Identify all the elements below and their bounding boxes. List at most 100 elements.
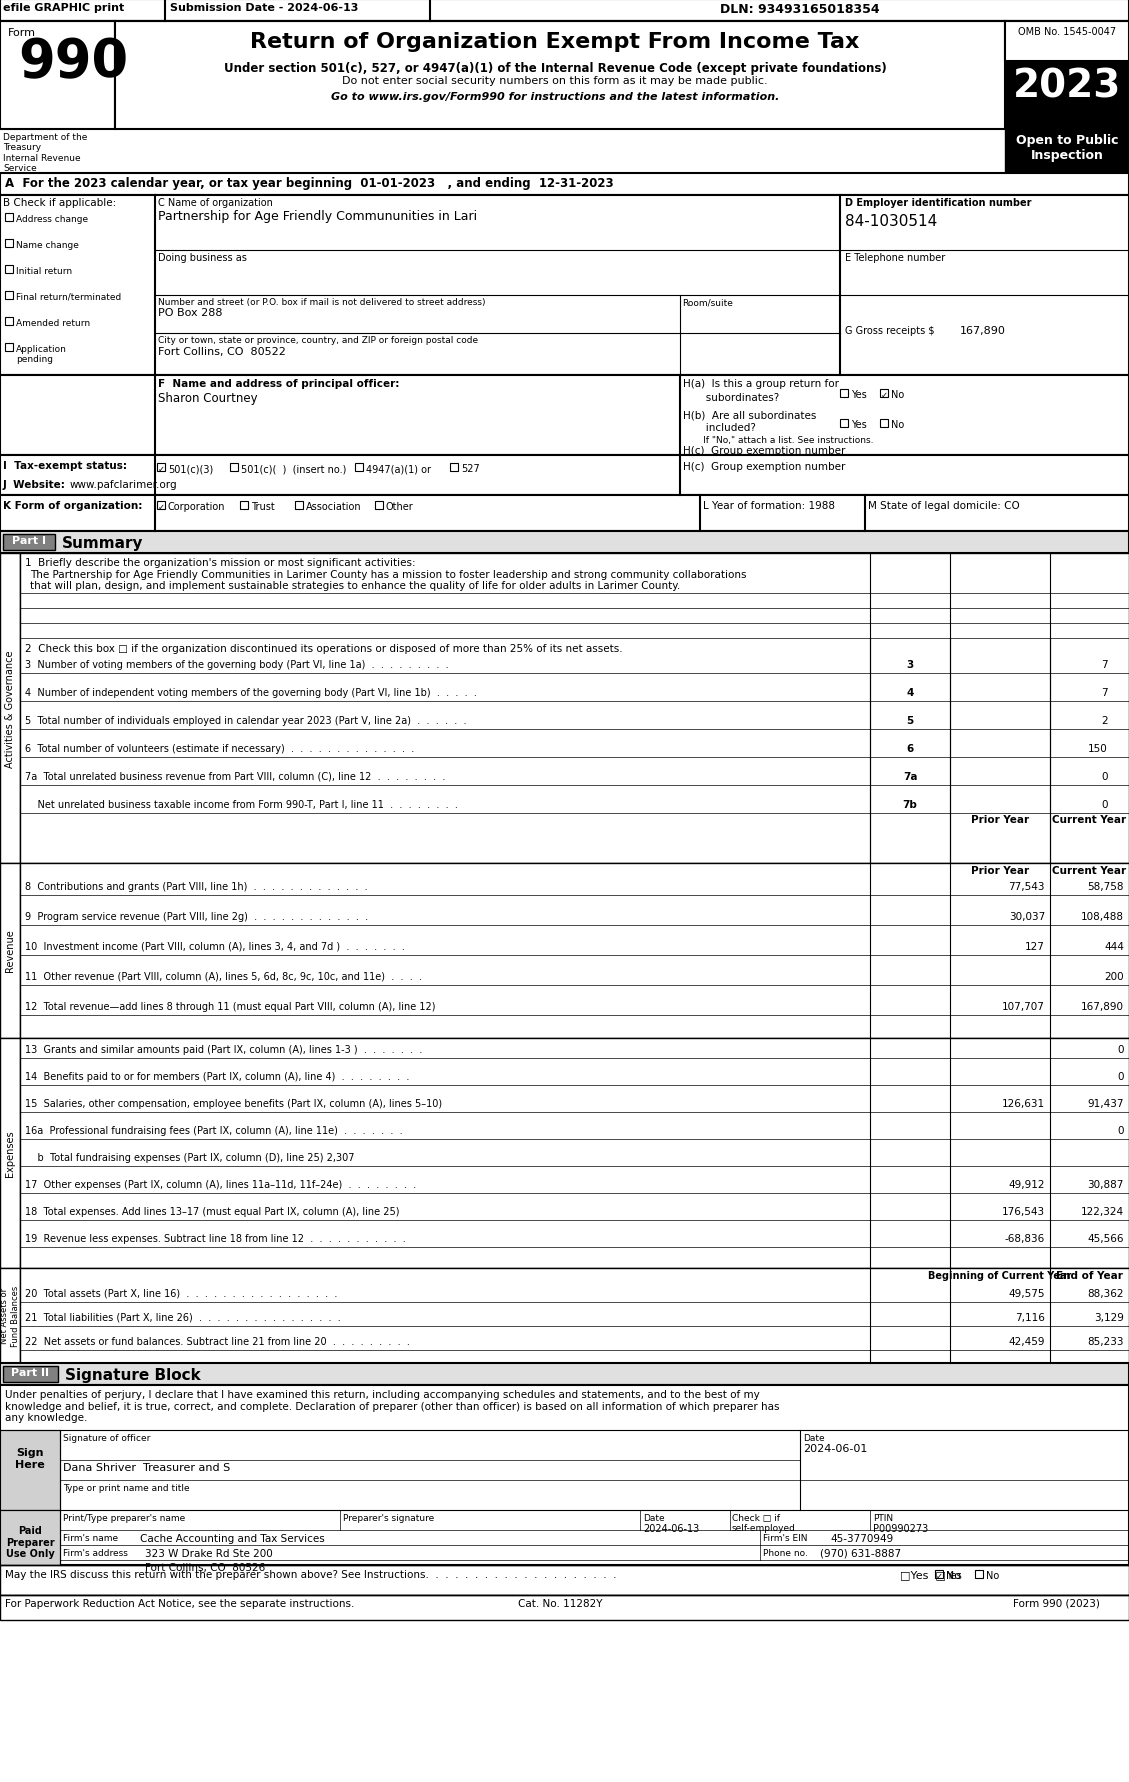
Text: Firm's EIN: Firm's EIN	[763, 1533, 807, 1541]
Text: C Name of organization: C Name of organization	[158, 198, 273, 208]
Text: 16a  Professional fundraising fees (Part IX, column (A), line 11e)  .  .  .  .  : 16a Professional fundraising fees (Part …	[25, 1126, 403, 1135]
Bar	[375, 503, 383, 510]
Bar	[0, 196, 1129, 376]
Bar	[0, 1509, 60, 1565]
Text: City or town, state or province, country, and ZIP or foreign postal code: City or town, state or province, country…	[158, 335, 478, 344]
Text: 122,324: 122,324	[1080, 1206, 1124, 1217]
Text: Return of Organization Exempt From Income Tax: Return of Organization Exempt From Incom…	[251, 32, 859, 52]
Text: If "No," attach a list. See instructions.: If "No," attach a list. See instructions…	[683, 437, 874, 446]
Text: 167,890: 167,890	[1080, 1001, 1124, 1012]
Text: 49,575: 49,575	[1008, 1288, 1045, 1299]
Text: Cat. No. 11282Y: Cat. No. 11282Y	[518, 1598, 602, 1607]
Text: Firm's name: Firm's name	[63, 1533, 119, 1541]
Text: 0: 0	[1118, 1071, 1124, 1082]
Text: Yes: Yes	[851, 421, 867, 429]
Text: Under section 501(c), 527, or 4947(a)(1) of the Internal Revenue Code (except pr: Under section 501(c), 527, or 4947(a)(1)…	[224, 62, 886, 75]
Text: A  For the 2023 calendar year, or tax year beginning  01-01-2023   , and ending : A For the 2023 calendar year, or tax yea…	[5, 176, 614, 191]
Text: Current Year: Current Year	[1052, 866, 1126, 875]
Text: 9  Program service revenue (Part VIII, line 2g)  .  .  .  .  .  .  .  .  .  .  .: 9 Program service revenue (Part VIII, li…	[25, 911, 368, 921]
Text: Go to www.irs.gov/Form990 for instructions and the latest information.: Go to www.irs.gov/Form990 for instructio…	[331, 93, 779, 102]
Text: 45,566: 45,566	[1087, 1233, 1124, 1244]
Text: www.pafclarimer.org: www.pafclarimer.org	[70, 479, 177, 490]
Text: Address change: Address change	[16, 216, 88, 225]
Text: 30,037: 30,037	[1008, 911, 1045, 921]
Text: 3,129: 3,129	[1094, 1312, 1124, 1322]
Bar	[20, 554, 1129, 864]
Text: I  Tax-exempt status:: I Tax-exempt status:	[3, 462, 126, 470]
Text: 2023: 2023	[1013, 68, 1121, 105]
Text: 14  Benefits paid to or for members (Part IX, column (A), line 4)  .  .  .  .  .: 14 Benefits paid to or for members (Part…	[25, 1071, 410, 1082]
Text: 323 W Drake Rd Ste 200: 323 W Drake Rd Ste 200	[145, 1549, 273, 1557]
Text: 88,362: 88,362	[1087, 1288, 1124, 1299]
Text: 501(c)(  )  (insert no.): 501(c)( ) (insert no.)	[240, 463, 347, 474]
Text: 7,116: 7,116	[1015, 1312, 1045, 1322]
Text: ✓: ✓	[936, 1572, 943, 1581]
Text: Current Year: Current Year	[1052, 814, 1126, 825]
Text: The Partnership for Age Friendly Communities in Larimer County has a mission to : The Partnership for Age Friendly Communi…	[30, 570, 746, 579]
Text: 85,233: 85,233	[1087, 1336, 1124, 1345]
Text: (970) 631-8887: (970) 631-8887	[820, 1549, 901, 1557]
Text: Prior Year: Prior Year	[971, 866, 1029, 875]
Text: Dana Shriver  Treasurer and S: Dana Shriver Treasurer and S	[63, 1463, 230, 1472]
Text: 18  Total expenses. Add lines 13–17 (must equal Part IX, column (A), line 25): 18 Total expenses. Add lines 13–17 (must…	[25, 1206, 400, 1217]
Text: Phone no.: Phone no.	[763, 1549, 808, 1557]
Text: efile GRAPHIC print: efile GRAPHIC print	[3, 4, 124, 12]
Text: Sign
Here: Sign Here	[15, 1447, 45, 1468]
Text: 2024-06-13: 2024-06-13	[644, 1524, 699, 1533]
Bar	[0, 21, 115, 130]
Text: 6  Total number of volunteers (estimate if necessary)  .  .  .  .  .  .  .  .  .: 6 Total number of volunteers (estimate i…	[25, 743, 414, 754]
Bar	[0, 0, 1129, 21]
Bar	[0, 1269, 20, 1363]
Bar	[1005, 130, 1129, 175]
Text: 6: 6	[907, 743, 913, 754]
Text: Do not enter social security numbers on this form as it may be made public.: Do not enter social security numbers on …	[342, 77, 768, 86]
Text: Fort Collins, CO  80522: Fort Collins, CO 80522	[158, 347, 286, 356]
Text: 7: 7	[1102, 659, 1108, 670]
Text: 11  Other revenue (Part VIII, column (A), lines 5, 6d, 8c, 9c, 10c, and 11e)  . : 11 Other revenue (Part VIII, column (A),…	[25, 971, 422, 982]
Bar	[0, 554, 20, 864]
Text: End of Year: End of Year	[1056, 1271, 1122, 1279]
Text: Yes: Yes	[851, 390, 867, 399]
Text: 4: 4	[907, 688, 913, 697]
Text: 20  Total assets (Part X, line 16)  .  .  .  .  .  .  .  .  .  .  .  .  .  .  . : 20 Total assets (Part X, line 16) . . . …	[25, 1288, 338, 1299]
Bar	[0, 175, 1129, 196]
Text: 126,631: 126,631	[1001, 1098, 1045, 1108]
Text: Trust: Trust	[251, 503, 274, 511]
Bar	[0, 376, 1129, 456]
Text: Form: Form	[8, 29, 36, 37]
Bar	[0, 1565, 1129, 1595]
Text: 108,488: 108,488	[1080, 911, 1124, 921]
Text: Form 990 (2023): Form 990 (2023)	[1013, 1598, 1100, 1607]
Text: Part II: Part II	[11, 1367, 49, 1377]
Bar	[20, 1269, 1129, 1363]
Text: 150: 150	[1088, 743, 1108, 754]
Bar	[3, 1367, 58, 1383]
Bar	[0, 1363, 1129, 1385]
Text: Department of the
Treasury
Internal Revenue
Service: Department of the Treasury Internal Reve…	[3, 134, 87, 173]
Text: G Gross receipts $: G Gross receipts $	[844, 326, 935, 335]
Bar	[5, 241, 14, 248]
Text: 17  Other expenses (Part IX, column (A), lines 11a–11d, 11f–24e)  .  .  .  .  . : 17 Other expenses (Part IX, column (A), …	[25, 1180, 417, 1189]
Text: Cache Accounting and Tax Services: Cache Accounting and Tax Services	[140, 1533, 325, 1543]
Text: Initial return: Initial return	[16, 267, 72, 276]
Bar	[935, 1570, 943, 1579]
Text: ✓: ✓	[158, 503, 165, 511]
Text: Revenue: Revenue	[5, 928, 15, 971]
Text: b  Total fundraising expenses (Part IX, column (D), line 25) 2,307: b Total fundraising expenses (Part IX, c…	[25, 1153, 355, 1162]
Bar	[879, 390, 889, 397]
Text: 2024-06-01: 2024-06-01	[803, 1443, 867, 1452]
Text: No: No	[986, 1570, 999, 1581]
Bar	[0, 1431, 60, 1509]
Text: PO Box 288: PO Box 288	[158, 308, 222, 317]
Text: Signature of officer: Signature of officer	[63, 1433, 150, 1442]
Bar	[975, 1570, 983, 1579]
Bar	[295, 503, 303, 510]
Text: 0: 0	[1118, 1126, 1124, 1135]
Text: K Form of organization:: K Form of organization:	[3, 501, 142, 511]
Text: L Year of formation: 1988: L Year of formation: 1988	[703, 501, 835, 511]
Text: Number and street (or P.O. box if mail is not delivered to street address): Number and street (or P.O. box if mail i…	[158, 298, 485, 307]
Text: 2: 2	[1102, 716, 1108, 725]
Text: Final return/terminated: Final return/terminated	[16, 292, 121, 301]
Text: Room/suite: Room/suite	[682, 298, 733, 307]
Bar	[3, 535, 55, 551]
